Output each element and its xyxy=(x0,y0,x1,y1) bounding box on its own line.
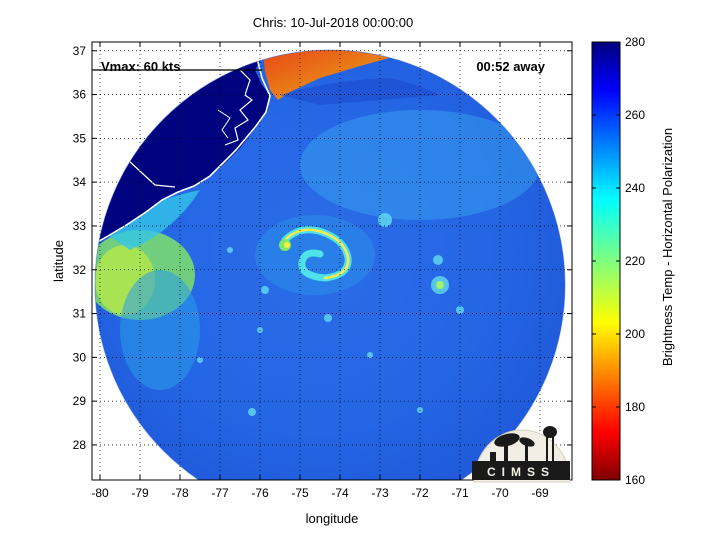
y-tick-label: 34 xyxy=(73,175,87,189)
x-tick-label: -71 xyxy=(451,486,469,500)
colorbar-tick-label: 260 xyxy=(625,108,645,122)
y-tick-label: 33 xyxy=(73,219,87,233)
cyan-band xyxy=(300,110,540,220)
cimss-logo: CIMSS xyxy=(472,426,571,483)
convective-cells xyxy=(197,213,464,416)
y-tick-label: 35 xyxy=(73,131,87,145)
colorbar-label: Brightness Temp - Horizontal Polarizatio… xyxy=(660,128,675,366)
y-tick-label: 32 xyxy=(73,263,87,277)
coastline xyxy=(95,50,271,245)
y-tick-label: 31 xyxy=(73,307,87,321)
time-away-label: 00:52 away xyxy=(476,59,545,74)
x-axis-ticks: -80 -79 -78 -77 -76 -75 -74 -73 -72 -71 -70 -69 xyxy=(91,42,549,500)
y-axis-label: latitude xyxy=(51,240,66,282)
colorbar-tick-label: 160 xyxy=(625,473,645,487)
logo-band xyxy=(472,461,570,480)
colorbar-tick-label: 220 xyxy=(625,254,645,268)
y-tick-label: 28 xyxy=(73,438,87,452)
y-tick-label: 29 xyxy=(73,394,87,408)
colorbar xyxy=(591,41,621,481)
colorbar-tick-label: 200 xyxy=(625,327,645,341)
x-tick-label: -69 xyxy=(531,486,549,500)
x-tick-label: -76 xyxy=(251,486,269,500)
x-tick-label: -73 xyxy=(371,486,389,500)
storm-eye xyxy=(255,215,375,295)
chart-title: Chris: 10-Jul-2018 00:00:00 xyxy=(253,15,413,30)
x-tick-label: -77 xyxy=(211,486,229,500)
grid-lines xyxy=(92,42,572,480)
x-tick-label: -80 xyxy=(91,486,109,500)
logo-text: CIMSS xyxy=(487,465,555,479)
vmax-label: Vmax: 60 kts xyxy=(101,59,181,74)
y-tick-label: 36 xyxy=(73,88,87,102)
y-tick-label: 37 xyxy=(73,44,87,58)
x-tick-label: -74 xyxy=(331,486,349,500)
x-axis-label: longitude xyxy=(306,511,359,526)
x-tick-label: -72 xyxy=(411,486,429,500)
y-tick-label: 30 xyxy=(73,350,87,364)
y-axis-ticks: 28 29 30 31 32 33 34 35 36 37 xyxy=(73,44,572,452)
x-tick-label: -78 xyxy=(171,486,189,500)
axes-frame xyxy=(91,41,573,481)
x-tick-label: -79 xyxy=(131,486,149,500)
logo-silhouette xyxy=(490,426,557,462)
swath-layer xyxy=(92,49,566,480)
colorbar-tick-label: 240 xyxy=(625,181,645,195)
colorbar-tick-label: 180 xyxy=(625,400,645,414)
colorbar-ticks: 160 180 200 220 240 260 280 xyxy=(592,35,645,487)
x-tick-label: -75 xyxy=(291,486,309,500)
x-tick-label: -70 xyxy=(491,486,509,500)
colorbar-tick-label: 280 xyxy=(625,35,645,49)
